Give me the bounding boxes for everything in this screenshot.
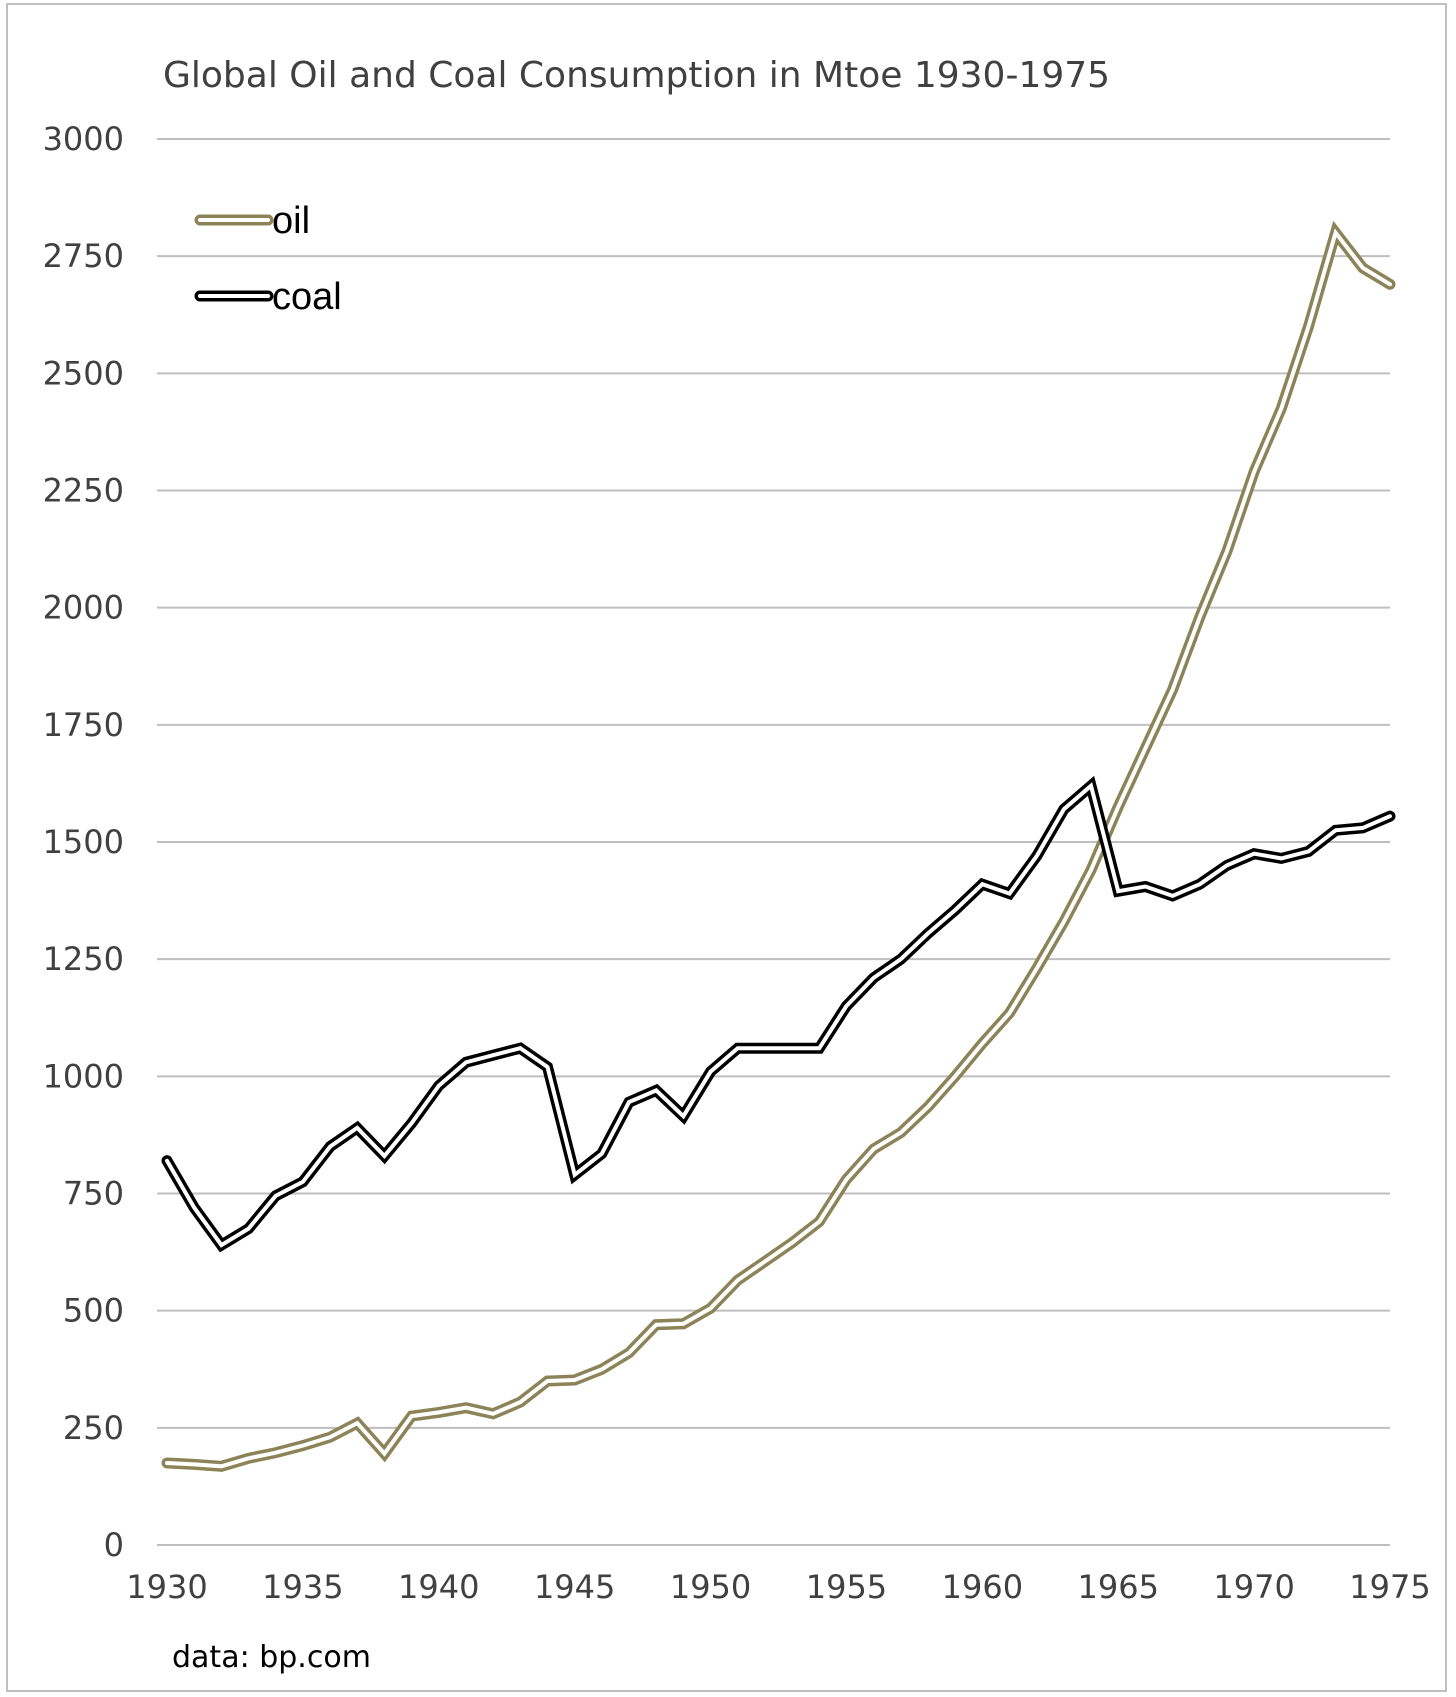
y-tick-label: 2000 [43,589,124,627]
x-tick-label: 1950 [670,1568,751,1606]
y-tick-label: 2750 [43,237,124,275]
y-tick-label: 3000 [43,120,124,158]
source-note: data: bp.com [172,1640,371,1675]
series-lines [161,220,1396,1472]
x-axis-ticks: 1930 1935 1940 1945 1950 1955 1960 1965 1970 1975 [126,1568,1430,1606]
y-axis-ticks: 0 250 500 750 1000 1250 1500 1750 2000 2250 2500 27… [43,120,124,1564]
legend: oil coal [194,200,342,318]
x-tick-label: 1945 [534,1568,615,1606]
y-tick-label: 2250 [43,472,124,510]
y-tick-label: 750 [63,1175,124,1213]
x-tick-label: 1935 [262,1568,343,1606]
series-line-core-coal [165,782,1392,1248]
y-tick-label: 2500 [43,354,124,392]
chart-frame [6,3,1447,1692]
series-line-core-oil [165,228,1392,1469]
series-line-oil [161,220,1396,1472]
x-tick-label: 1960 [942,1568,1023,1606]
x-tick-label: 1955 [806,1568,887,1606]
series-line-coal [161,775,1396,1253]
legend-label-oil: oil [272,200,310,242]
y-tick-label: 500 [63,1292,124,1330]
gridlines [157,138,1390,1546]
x-tick-label: 1965 [1078,1568,1159,1606]
y-tick-label: 250 [63,1409,124,1447]
legend-label-coal: coal [272,276,342,318]
x-tick-label: 1940 [398,1568,479,1606]
x-tick-label: 1975 [1349,1568,1430,1606]
y-tick-label: 1000 [43,1057,124,1095]
y-tick-label: 1500 [43,823,124,861]
chart-title: Global Oil and Coal Consumption in Mtoe … [163,55,1110,96]
y-tick-label: 0 [104,1526,124,1564]
x-tick-label: 1970 [1213,1568,1294,1606]
y-tick-label: 1750 [43,706,124,744]
x-tick-label: 1930 [126,1568,207,1606]
y-tick-label: 1250 [43,940,124,978]
